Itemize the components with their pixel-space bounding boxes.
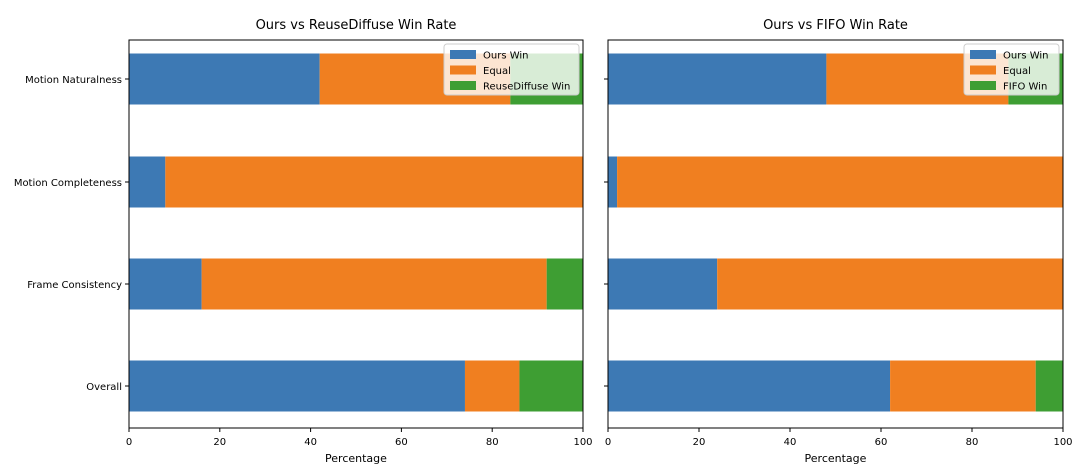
y-tick-label: Frame Consistency (27, 280, 122, 291)
bar-equal-frame-consistency (717, 258, 1063, 310)
y-tick-label: Motion Naturalness (25, 75, 122, 86)
bar-equal-motion-completeness (165, 156, 583, 208)
x-tick-label: 20 (213, 437, 226, 448)
legend: Ours Win Equal ReuseDiffuse Win (443, 43, 580, 96)
bar-ours-win-frame-consistency (608, 258, 718, 310)
legend-swatch (970, 81, 996, 90)
bar-reusediffuse-win-overall (519, 360, 583, 412)
bar-equal-overall (464, 360, 520, 412)
chart-panel-1: Ours vs ReuseDiffuse Win Rate 0 20 40 60 80 10… (14, 18, 593, 465)
x-tick-label: 0 (605, 437, 611, 448)
chart-title: Ours vs FIFO Win Rate (763, 18, 908, 33)
x-tick-label: 40 (784, 437, 797, 448)
x-tick-label: 40 (304, 437, 317, 448)
bar-ours-win-motion-naturalness (129, 53, 320, 105)
x-tick-label: 60 (395, 437, 408, 448)
bar-ours-win-motion-completeness (129, 156, 166, 208)
x-axis-label: Percentage (325, 452, 387, 465)
legend-label: Ours Win (1003, 51, 1049, 62)
bar-ours-win-motion-naturalness (608, 53, 827, 105)
x-tick-label: 100 (1053, 437, 1072, 448)
x-tick-label: 80 (966, 437, 979, 448)
axes-frame (607, 39, 1064, 429)
x-tick-label: 80 (486, 437, 499, 448)
chart-title: Ours vs ReuseDiffuse Win Rate (256, 18, 457, 33)
legend-label: ReuseDiffuse Win (483, 82, 570, 93)
x-tick-label: 100 (573, 437, 592, 448)
axes-frame (128, 39, 584, 429)
x-tick-label: 20 (693, 437, 706, 448)
x-tick-label: 0 (126, 437, 132, 448)
legend-swatch (970, 65, 996, 75)
bar-equal-overall (890, 360, 1036, 412)
bar-fifo-win-overall (1035, 360, 1063, 412)
legend-label: Equal (1003, 66, 1031, 77)
bar-ours-win-overall (129, 360, 465, 412)
bar-ours-win-motion-completeness (608, 156, 618, 208)
legend-swatch (450, 81, 476, 90)
chart-panel-2: Ours vs FIFO Win Rate 0 20 40 60 80 100 Percent… (604, 18, 1073, 465)
legend-box (443, 43, 580, 96)
legend-swatch (450, 65, 476, 75)
bar-equal-frame-consistency (201, 258, 547, 310)
y-tick-label: Overall (86, 382, 122, 393)
legend-label: Ours Win (483, 51, 529, 62)
legend-label: FIFO Win (1003, 82, 1047, 93)
bar-reusediffuse-win-frame-consistency (546, 258, 583, 310)
bar-ours-win-overall (608, 360, 891, 412)
legend-swatch (970, 50, 996, 59)
bar-ours-win-frame-consistency (129, 258, 202, 310)
x-tick-label: 60 (875, 437, 888, 448)
legend-label: Equal (483, 66, 511, 77)
x-axis-label: Percentage (805, 452, 867, 465)
y-tick-label: Motion Completeness (14, 178, 122, 189)
legend: Ours Win Equal FIFO Win (963, 43, 1060, 96)
legend-swatch (450, 50, 476, 59)
bar-equal-motion-completeness (617, 156, 1063, 208)
